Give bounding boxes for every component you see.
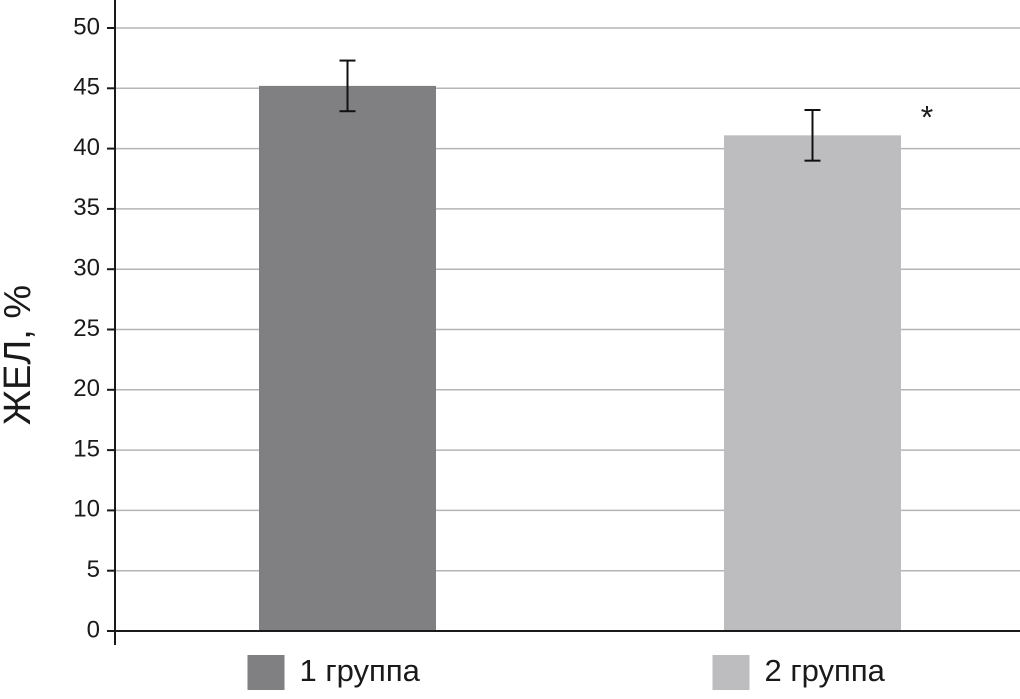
legend-label: 1 группа	[300, 653, 421, 688]
y-tick-label: 0	[87, 616, 100, 643]
legend-swatch	[712, 655, 750, 690]
y-tick-label: 40	[73, 134, 100, 161]
y-tick-label: 20	[73, 375, 100, 402]
annotation: *	[921, 99, 933, 135]
y-axis-label: ЖЕЛ, %	[0, 285, 39, 425]
y-tick-label: 25	[73, 315, 100, 342]
y-tick-label: 10	[73, 496, 100, 523]
y-tick-label: 45	[73, 74, 100, 101]
legend-label: 2 группа	[765, 653, 886, 688]
bar	[724, 135, 901, 632]
y-tick-label: 50	[73, 13, 100, 40]
bar	[259, 85, 436, 631]
y-tick-label: 15	[73, 435, 100, 462]
legend-swatch	[247, 655, 285, 690]
y-tick-label: 35	[73, 194, 100, 221]
y-tick-label: 30	[73, 255, 100, 282]
y-tick-label: 5	[87, 556, 100, 583]
